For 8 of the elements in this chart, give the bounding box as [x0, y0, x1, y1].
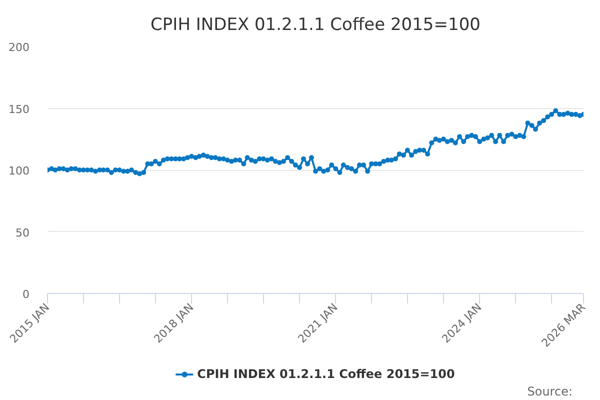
source-note: Source:: [527, 384, 573, 398]
chart-title: CPIH INDEX 01.2.1.1 Coffee 2015=100: [150, 15, 480, 35]
y-tick-label: 200: [8, 41, 30, 54]
y-tick-label: 0: [22, 288, 30, 301]
y-tick-label: 100: [8, 164, 30, 178]
y-tick-label: 150: [8, 102, 30, 116]
legend-label: CPIH INDEX 01.2.1.1 Coffee 2015=100: [197, 367, 455, 381]
y-tick-label: 50: [16, 226, 30, 240]
